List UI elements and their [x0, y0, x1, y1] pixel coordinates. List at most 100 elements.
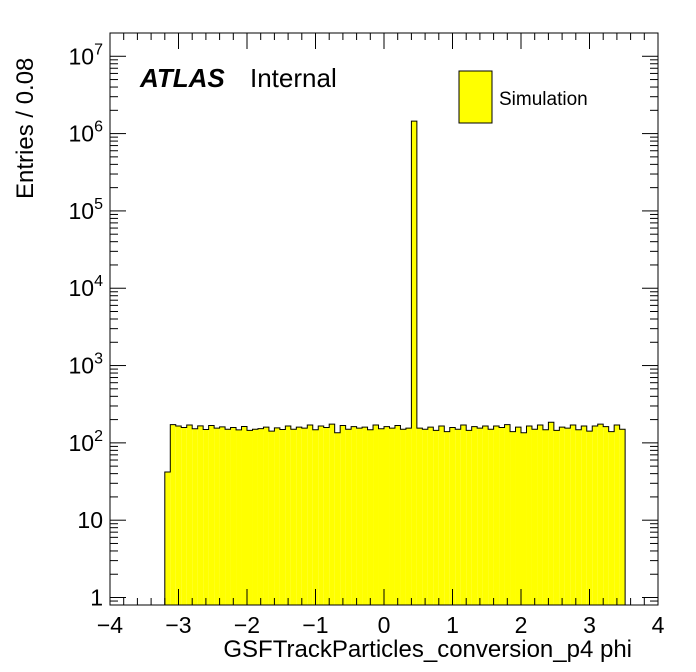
histogram-bars: [164, 120, 626, 606]
histogram-bar: [301, 428, 308, 605]
x-tick-label: −2: [234, 612, 260, 638]
histogram-bar: [296, 427, 302, 605]
histogram-bar: [274, 427, 280, 605]
atlas-label: ATLAS: [139, 63, 225, 93]
histogram-bar: [553, 430, 560, 605]
histogram-bar: [351, 426, 357, 605]
histogram-bar: [515, 427, 521, 605]
histogram-bar: [257, 428, 264, 605]
histogram-bar: [526, 426, 532, 605]
histogram-bar: [411, 121, 417, 606]
histogram-bar: [559, 427, 565, 605]
histogram-bar: [564, 428, 571, 605]
axis-ticks: [109, 32, 659, 606]
histogram-bar: [181, 427, 187, 605]
histogram-bar: [279, 429, 286, 605]
y-tick-label: 106: [69, 119, 104, 147]
histogram-bar: [225, 429, 231, 605]
y-tick-label: 1: [90, 585, 103, 611]
histogram-bar: [312, 429, 319, 605]
x-tick-label: 0: [378, 612, 391, 638]
histogram-bar: [192, 428, 198, 605]
histogram-bar: [345, 429, 352, 605]
histogram-bar: [318, 426, 324, 605]
legend-swatch: [458, 70, 493, 124]
histogram-bar: [214, 428, 220, 605]
internal-label: Internal: [250, 63, 337, 93]
histogram-bar: [405, 428, 412, 605]
histogram-bar: [493, 426, 500, 605]
histogram-bar: [323, 427, 330, 605]
histogram-bar: [422, 429, 428, 605]
histogram-bar: [471, 426, 478, 605]
histogram-bar: [241, 426, 247, 605]
histogram-bar: [164, 471, 171, 605]
histogram-bar: [340, 425, 346, 605]
histogram-bar: [208, 425, 215, 605]
histogram-bar: [384, 426, 390, 605]
x-tick-label: 1: [446, 612, 459, 638]
histogram-bar: [230, 427, 237, 605]
x-tick-label: 2: [515, 612, 528, 638]
x-tick-label: 4: [652, 612, 665, 638]
y-tick-label: 103: [69, 351, 104, 379]
histogram-outline: [164, 120, 626, 605]
histogram-bar: [373, 425, 379, 605]
histogram-bar: [400, 429, 406, 605]
histogram-bar: [362, 427, 368, 605]
histogram-bar: [416, 428, 423, 605]
histogram-bar: [499, 427, 505, 605]
histogram-bar: [329, 424, 335, 605]
y-tick-labels: 1 10 102 103 104 105 106 107: [69, 41, 104, 610]
histogram-bar: [460, 425, 467, 605]
histogram-bar: [482, 426, 489, 605]
histogram-bar: [356, 428, 363, 605]
x-tick-label: −4: [97, 612, 123, 638]
histogram-bar: [175, 426, 182, 605]
histogram-bar: [537, 425, 543, 605]
histogram-bar: [394, 425, 401, 605]
histogram-bar: [592, 426, 598, 605]
histogram-bar: [367, 429, 374, 605]
x-tick-label: 3: [583, 612, 596, 638]
histogram-bar: [521, 432, 527, 605]
histogram-bar: [603, 426, 609, 605]
histogram-bar: [247, 430, 253, 605]
histogram-bar: [477, 428, 483, 605]
x-tick-label: −3: [165, 612, 191, 638]
x-tick-labels: −4 −3 −2 −1 0 1 2 3 4: [97, 612, 665, 638]
histogram-bar: [285, 426, 291, 605]
x-tick-label: −1: [302, 612, 328, 638]
histogram-bar: [531, 429, 538, 605]
histogram-bar: [378, 428, 384, 605]
histogram-bar: [307, 425, 313, 605]
histogram-bar: [290, 429, 297, 605]
histogram-bar: [197, 425, 204, 605]
histogram-bar: [619, 429, 626, 605]
y-tick-label: 10: [77, 507, 103, 533]
histogram-bar: [268, 431, 275, 605]
histogram-bar: [504, 424, 511, 605]
histogram-bar: [597, 424, 604, 605]
histogram-bar: [252, 429, 258, 605]
histogram-bar: [548, 422, 554, 605]
histogram-bar: [449, 427, 456, 605]
histogram-bar: [510, 431, 516, 605]
histogram-bar: [570, 425, 576, 605]
y-tick-label: 104: [69, 273, 104, 301]
y-tick-label: 102: [69, 428, 104, 456]
y-axis-label: Entries / 0.08: [12, 58, 39, 199]
histogram-bar: [614, 425, 620, 605]
histogram-bar: [455, 429, 461, 605]
histogram-bar: [608, 431, 615, 605]
histogram-bar: [389, 428, 395, 605]
histogram-bar: [581, 426, 587, 605]
histogram-bar: [433, 430, 439, 605]
histogram-bar: [438, 426, 445, 605]
y-tick-label: 105: [69, 196, 104, 224]
histogram-bar: [334, 432, 341, 605]
histogram-bar: [586, 431, 593, 605]
histogram-bar: [170, 424, 176, 605]
histogram-bar: [263, 427, 269, 605]
